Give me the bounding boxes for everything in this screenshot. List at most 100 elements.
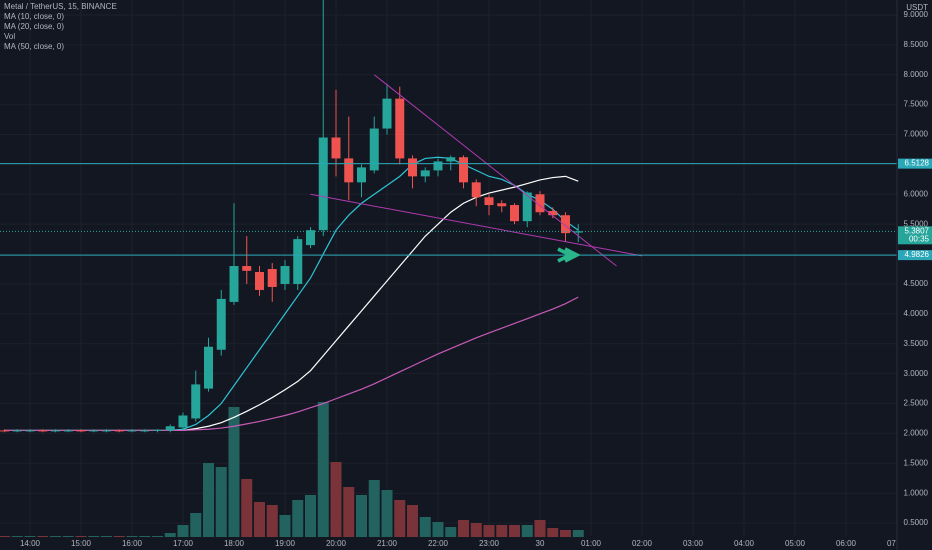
volume-bar xyxy=(228,407,240,537)
candle-body xyxy=(535,194,545,213)
candle-body xyxy=(76,430,86,432)
x-tick-label: 14:00 xyxy=(20,539,41,548)
volume-bar xyxy=(458,520,469,537)
volume-bar xyxy=(330,462,342,537)
y-tick-label: 2.0000 xyxy=(904,429,929,438)
level-label: 6.5128 xyxy=(905,159,930,168)
volume-bar xyxy=(62,536,74,537)
candle-body xyxy=(369,128,379,171)
candle-body xyxy=(433,161,443,171)
y-tick-label: 5.5000 xyxy=(904,219,929,228)
candle-body xyxy=(331,137,341,159)
volume-bar xyxy=(215,467,227,537)
candle-body xyxy=(127,430,137,432)
x-tick-label: 03:00 xyxy=(683,539,704,548)
volume-bar xyxy=(0,536,10,537)
y-tick-label: 3.5000 xyxy=(904,339,929,348)
x-tick-label: 18:00 xyxy=(224,539,245,548)
candle-body xyxy=(63,430,73,432)
candle-body xyxy=(114,430,124,432)
volume-bar xyxy=(419,517,431,537)
y-tick-label: 6.0000 xyxy=(904,189,929,198)
indicator-label: MA (20, close, 0) xyxy=(4,22,64,31)
candle-body xyxy=(561,215,570,234)
y-tick-label: 0.5000 xyxy=(904,518,929,527)
volume-bar xyxy=(279,515,291,537)
x-tick-label: 01:00 xyxy=(581,539,602,548)
y-tick-label: 2.5000 xyxy=(904,399,929,408)
volume-bar xyxy=(356,495,367,537)
candle-body xyxy=(484,197,494,206)
candle-body xyxy=(153,429,162,431)
x-tick-label: 20:00 xyxy=(326,539,347,548)
candle-body xyxy=(293,239,303,284)
trendline xyxy=(310,193,643,257)
candle-body xyxy=(306,230,315,246)
y-tick-label: 3.0000 xyxy=(904,369,929,378)
arrow-icon xyxy=(557,247,581,263)
candle-body xyxy=(395,98,405,159)
volume-bar xyxy=(534,520,546,537)
candle-body xyxy=(573,231,583,233)
level-label: 4.9826 xyxy=(905,250,930,259)
candle-body xyxy=(280,266,290,284)
candle-body xyxy=(497,203,507,207)
x-tick-label: 06:00 xyxy=(836,539,857,548)
candle-body xyxy=(89,430,99,432)
y-tick-label: 7.0000 xyxy=(904,130,929,139)
axis-unit: USDT xyxy=(906,3,928,12)
volume-bar xyxy=(343,487,355,537)
level-label-box xyxy=(898,158,932,169)
x-tick-label: 30 xyxy=(536,539,545,548)
countdown-label: 00:35 xyxy=(909,234,930,243)
volume-bar xyxy=(572,530,584,537)
x-tick-label: 17:00 xyxy=(173,539,194,548)
candle-body xyxy=(242,266,252,271)
candle-body xyxy=(255,272,264,290)
volume-bar xyxy=(305,495,316,537)
chart-title: Metal / TetherUS, 15, BINANCE xyxy=(4,2,117,11)
volume-bar xyxy=(470,523,482,537)
volume-bar xyxy=(37,536,49,537)
candle-body xyxy=(510,205,519,222)
volume-bar xyxy=(317,402,329,537)
x-tick-label: 22:00 xyxy=(428,539,449,548)
volume-bar xyxy=(139,536,151,537)
candle-body xyxy=(216,298,226,350)
candle-body xyxy=(12,430,22,432)
last-price-label: 5.3807 xyxy=(905,226,930,235)
volume-bar xyxy=(254,502,265,537)
volume-bar xyxy=(152,536,163,537)
candle-body xyxy=(0,430,9,432)
volume-bar xyxy=(547,528,559,537)
volume-bar xyxy=(164,533,176,537)
price-scale xyxy=(897,0,932,550)
candle-body xyxy=(408,158,417,177)
volume-bar xyxy=(394,500,406,537)
candle-body xyxy=(522,192,532,222)
candle-body xyxy=(459,157,468,183)
indicator-label: Vol xyxy=(4,32,15,41)
volume-bar xyxy=(266,505,278,537)
volume-bar xyxy=(509,525,520,537)
x-tick-label: 16:00 xyxy=(122,539,143,548)
volume-bar xyxy=(496,525,508,537)
volume-bar xyxy=(203,463,214,537)
candle-body xyxy=(344,158,354,183)
candle-body xyxy=(420,170,430,177)
volume-bar xyxy=(190,513,202,537)
y-tick-label: 9.0000 xyxy=(904,10,929,19)
candle-body xyxy=(318,137,328,231)
volume-bar xyxy=(241,479,253,537)
volume-bar xyxy=(407,505,418,537)
volume-bar xyxy=(560,530,571,537)
candle-body xyxy=(25,430,35,432)
volume-bar xyxy=(292,500,304,537)
candle-body xyxy=(140,430,150,432)
trendline xyxy=(373,74,617,267)
candle-body xyxy=(229,266,239,302)
candle-body xyxy=(51,430,60,432)
candle-body xyxy=(191,384,201,419)
